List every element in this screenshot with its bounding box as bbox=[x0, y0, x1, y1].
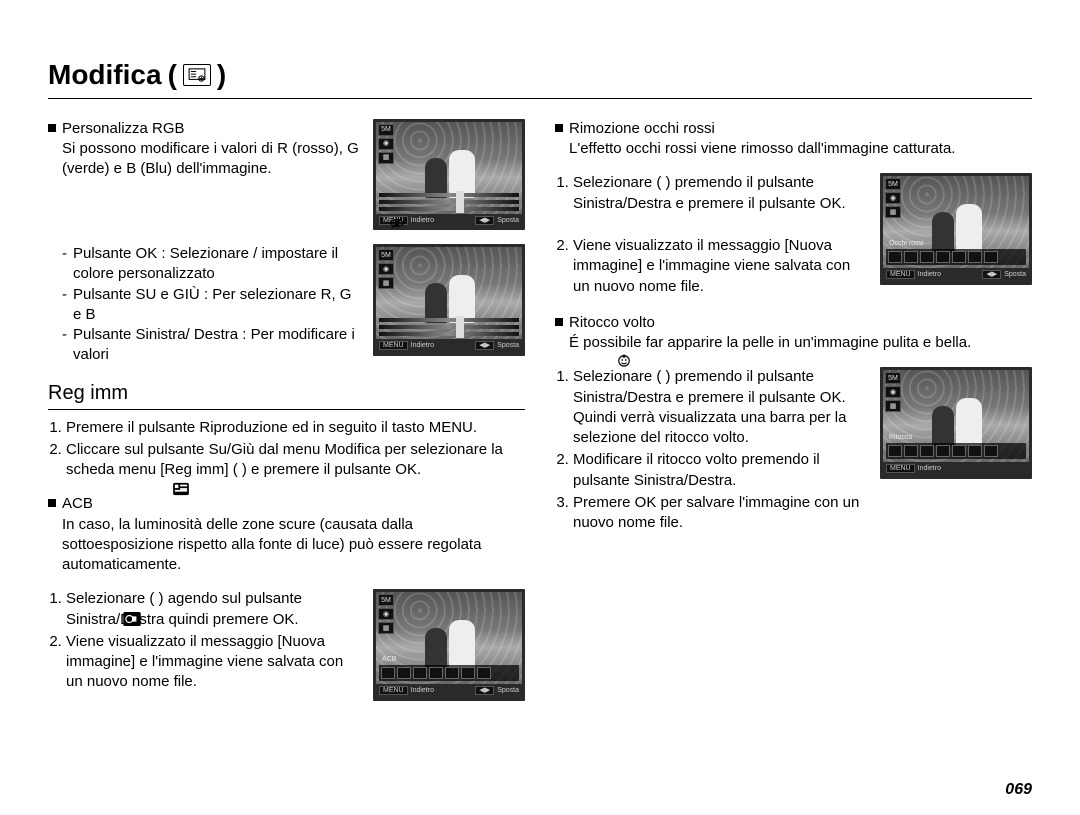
rgb-desc: Si possono modificare i valori di R (ros… bbox=[62, 139, 359, 180]
rgb-screenshot-2: 5M◉▦ MENUIndietro◀▶Sposta bbox=[373, 244, 525, 355]
acb-desc: In caso, la luminosità delle zone scure … bbox=[62, 515, 525, 576]
acb-step-1: Selezionare ( ) agendo sul pulsante Sini… bbox=[66, 589, 359, 630]
redeye-screenshot: 5M◉▦ Occhi rossi MENUIndietro◀▶Sposta bbox=[880, 173, 1032, 284]
redeye-icon bbox=[388, 216, 406, 230]
face-retouch-icon bbox=[615, 353, 633, 367]
left-column: Personalizza RGB Si possono modificare i… bbox=[48, 119, 525, 715]
bullet-square bbox=[555, 124, 563, 132]
page-number: 069 bbox=[1005, 779, 1032, 801]
right-column: Rimozione occhi rossi L'effetto occhi ro… bbox=[555, 119, 1032, 715]
album-icon bbox=[172, 482, 190, 496]
redeye-desc: L'effetto occhi rossi viene rimosso dall… bbox=[569, 139, 1032, 159]
bullet-square bbox=[48, 124, 56, 132]
acb-steps-row: Selezionare ( ) agendo sul pulsante Sini… bbox=[48, 589, 525, 700]
acb-icon bbox=[123, 612, 141, 626]
bullet-square bbox=[48, 499, 56, 507]
regimm-step-2: Cliccare sul pulsante Su/Giù dal menu Mo… bbox=[66, 440, 525, 481]
page-title: Modifica ( ) bbox=[48, 56, 1032, 99]
retouch-heading: Ritocco volto bbox=[569, 313, 655, 333]
retouch-screenshot: 5M◉▦ Ritocco MENUIndietro bbox=[880, 367, 1032, 478]
redeye-step-1: Selezionare ( ) premendo il pulsante Sin… bbox=[573, 173, 866, 234]
regimm-step-1: Premere il pulsante Riproduzione ed in s… bbox=[66, 418, 525, 438]
rgb-bullet-2: -Pulsante SU e GIÙ : Per selezionare R, … bbox=[62, 285, 359, 326]
retouch-steps-row: Selezionare ( ) premendo il pulsante Sin… bbox=[555, 367, 1032, 535]
redeye-step-2: Viene visualizzato il messaggio [Nuova i… bbox=[573, 236, 866, 297]
retouch-desc: É possibile far apparire la pelle in un'… bbox=[569, 333, 1032, 353]
rgb-bullet-1: -Pulsante OK : Selezionare / impostare i… bbox=[62, 244, 359, 285]
retouch-step-1: Selezionare ( ) premendo il pulsante Sin… bbox=[573, 367, 866, 448]
retouch-step-3: Premere OK per salvare l'immagine con un… bbox=[573, 493, 866, 534]
rgb-screenshot-1: 5M◉▦ MENUIndietro◀▶Sposta bbox=[373, 119, 525, 230]
redeye-steps-row: Selezionare ( ) premendo il pulsante Sin… bbox=[555, 173, 1032, 299]
redeye-heading: Rimozione occhi rossi bbox=[569, 119, 715, 139]
regimm-steps: Premere il pulsante Riproduzione ed in s… bbox=[48, 418, 525, 481]
page-title-text: Modifica bbox=[48, 56, 162, 94]
rgb-bullet-3: -Pulsante Sinistra/ Destra : Per modific… bbox=[62, 325, 359, 366]
acb-heading: ACB bbox=[62, 494, 93, 514]
title-paren-open: ( bbox=[168, 56, 177, 94]
rgb-buttons-row: -Pulsante OK : Selezionare / impostare i… bbox=[48, 244, 525, 366]
edit-menu-icon bbox=[183, 64, 211, 86]
bullet-square bbox=[555, 318, 563, 326]
retouch-step-2: Modificare il ritocco volto premendo il … bbox=[573, 450, 866, 491]
rgb-section: Personalizza RGB Si possono modificare i… bbox=[48, 119, 525, 230]
regimm-title: Reg imm bbox=[48, 380, 525, 410]
acb-step-2: Viene visualizzato il messaggio [Nuova i… bbox=[66, 632, 359, 693]
rgb-heading: Personalizza RGB bbox=[62, 119, 185, 139]
title-paren-close: ) bbox=[217, 56, 226, 94]
acb-screenshot: 5M◉▦ ACB MENUIndietro◀▶Sposta bbox=[373, 589, 525, 700]
